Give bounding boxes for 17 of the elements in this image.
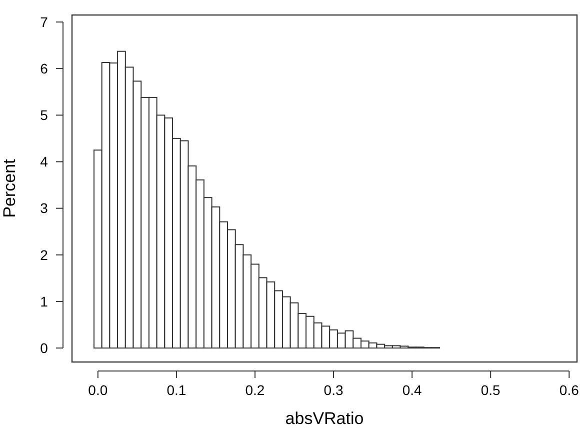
x-tick-label: 0.5 [480,382,501,398]
y-tick-label: 5 [40,107,48,124]
y-tick-label: 3 [40,200,48,216]
x-axis-title: absVRatio [285,409,364,428]
x-tick-label: 0.3 [324,382,344,398]
x-tick-label: 0.1 [166,382,186,398]
x-tick-label: 0.6 [559,382,580,398]
y-tick-label: 0 [40,340,48,356]
x-tick-label: 0.4 [402,382,422,398]
y-tick-label: 1 [40,293,48,310]
y-tick-label: 6 [40,60,48,76]
y-axis-title: Percent [0,158,19,218]
y-tick-label: 2 [40,246,48,263]
y-tick-label: 4 [40,154,48,170]
x-tick-label: 0.0 [88,382,108,398]
x-tick-label: 0.2 [245,382,265,398]
y-tick-label: 7 [40,14,48,30]
